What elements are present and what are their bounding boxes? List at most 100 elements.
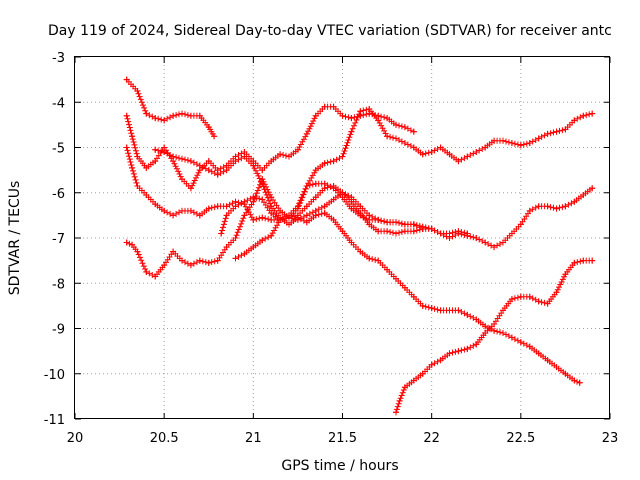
series-trace-6: [218, 106, 596, 237]
data-point: [196, 162, 203, 169]
data-point: [571, 259, 578, 266]
data-point: [455, 228, 462, 235]
data-point: [312, 112, 319, 119]
y-tick-label: -11: [44, 413, 65, 428]
data-point: [250, 244, 257, 251]
data-point: [303, 182, 310, 189]
data-point: [294, 203, 301, 210]
data-point: [161, 149, 168, 156]
data-point: [508, 139, 515, 146]
data-point: [286, 153, 292, 160]
data-point: [312, 194, 319, 201]
data-point: [187, 185, 194, 192]
data-point: [473, 341, 480, 348]
data-point: [152, 115, 159, 122]
data-point: [321, 160, 328, 167]
plus-marker-trail: [123, 76, 218, 140]
data-point: [526, 343, 533, 350]
data-point: [464, 345, 471, 352]
data-point: [393, 135, 399, 142]
data-point: [357, 203, 364, 210]
data-point: [375, 216, 382, 223]
data-point: [544, 357, 551, 364]
data-point: [241, 250, 248, 257]
data-point: [348, 128, 355, 135]
data-point: [161, 207, 168, 214]
data-point: [223, 244, 230, 251]
data-point: [535, 298, 542, 305]
data-point: [562, 126, 569, 133]
data-point: [232, 255, 239, 262]
data-point: [473, 149, 480, 156]
data-point: [491, 320, 498, 327]
data-point: [455, 348, 462, 355]
data-point: [179, 207, 185, 214]
data-point: [134, 153, 141, 160]
data-point: [321, 103, 328, 110]
data-point: [482, 330, 489, 337]
chart-title: Day 119 of 2024, Sidereal Day-to-day VTE…: [48, 23, 612, 39]
data-point: [170, 112, 177, 119]
data-point: [553, 128, 560, 135]
data-point: [250, 162, 257, 169]
data-point: [553, 205, 560, 212]
data-point: [571, 198, 578, 205]
data-point: [419, 151, 426, 158]
data-point: [500, 307, 506, 314]
plus-marker-trail: [218, 106, 596, 237]
data-point: [446, 307, 453, 314]
data-point: [129, 133, 136, 140]
data-point: [384, 219, 391, 226]
data-point: [553, 363, 560, 370]
data-point: [268, 158, 275, 165]
data-point: [491, 137, 498, 144]
data-point: [312, 180, 319, 187]
data-point: [437, 230, 444, 237]
data-point: [491, 244, 498, 251]
data-point: [214, 257, 221, 264]
data-point: [419, 370, 426, 377]
data-point: [562, 203, 569, 210]
data-point: [508, 334, 515, 341]
data-point: [482, 239, 489, 246]
data-point: [187, 207, 194, 214]
data-point: [482, 323, 489, 330]
x-axis: 20 20.5 21 21.5 22 22.5 23: [67, 57, 618, 446]
data-point: [526, 293, 533, 300]
x-tick-label: 22: [423, 431, 440, 446]
data-point: [277, 216, 284, 223]
data-point: [205, 158, 212, 165]
data-point: [446, 151, 453, 158]
data-point: [357, 248, 364, 255]
data-point: [161, 262, 168, 269]
data-point: [375, 228, 382, 235]
data-point: [455, 307, 462, 314]
data-point: [393, 409, 399, 416]
data-point: [196, 212, 203, 219]
data-point: [464, 153, 471, 160]
data-point: [410, 128, 417, 135]
data-point: [464, 311, 471, 318]
data-point: [482, 144, 489, 151]
data-point: [161, 117, 168, 124]
data-point: [464, 230, 471, 237]
data-point: [544, 300, 551, 307]
data-point: [330, 216, 337, 223]
data-point: [401, 228, 408, 235]
data-point: [571, 117, 578, 124]
data-point: [348, 239, 355, 246]
data-point: [223, 167, 230, 174]
data-point: [312, 167, 319, 174]
data-point: [393, 219, 399, 226]
series-trace-3: [123, 144, 596, 251]
plus-marker-trail: [123, 144, 596, 251]
series-trace-8: [393, 257, 596, 416]
data-point: [366, 106, 373, 113]
data-point: [312, 212, 319, 219]
data-point: [544, 203, 551, 210]
data-point: [330, 182, 337, 189]
data-point: [134, 248, 141, 255]
data-point: [401, 124, 408, 131]
data-point: [268, 194, 275, 201]
